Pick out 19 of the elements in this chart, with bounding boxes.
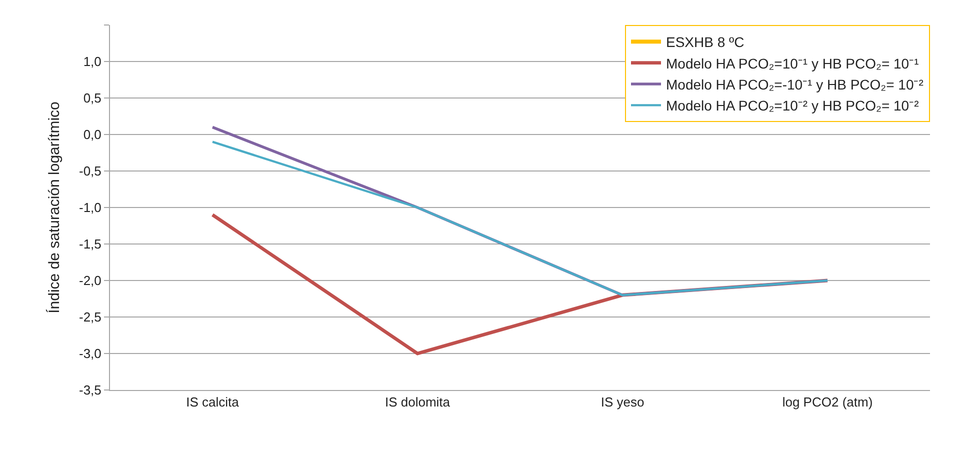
- x-tick-label: IS yeso: [600, 394, 644, 410]
- x-tick-label: IS dolomita: [384, 394, 451, 410]
- legend-label: Modelo HA PCO₂=10⁻² y HB PCO₂= 10⁻²: [666, 98, 920, 114]
- y-tick-label: -3,0: [78, 346, 102, 362]
- y-axis-title: Índice de saturación logarítmico: [45, 102, 64, 314]
- legend-label: Modelo HA PCO₂=-10⁻¹ y HB PCO₂= 10⁻²: [666, 76, 924, 92]
- y-tick-label: -2,0: [78, 273, 102, 288]
- y-tick-label: -3,5: [78, 382, 102, 398]
- y-tick-label: -2,5: [78, 310, 102, 325]
- y-tick-label: 1,0: [83, 54, 102, 70]
- y-tick-label: 0,0: [83, 127, 102, 142]
- y-tick-label: -1,5: [78, 236, 102, 252]
- y-tick-label: -1,0: [78, 200, 102, 216]
- y-tick-label: -0,5: [78, 164, 102, 179]
- x-tick-label: log PCO2 (atm): [782, 394, 873, 410]
- legend-label: ESXHB 8 ºC: [666, 34, 744, 50]
- x-tick-label: IS calcita: [186, 394, 240, 410]
- legend-label: Modelo HA PCO₂=10⁻¹ y HB PCO₂= 10⁻¹: [666, 55, 920, 72]
- y-tick-label: 0,5: [83, 90, 102, 106]
